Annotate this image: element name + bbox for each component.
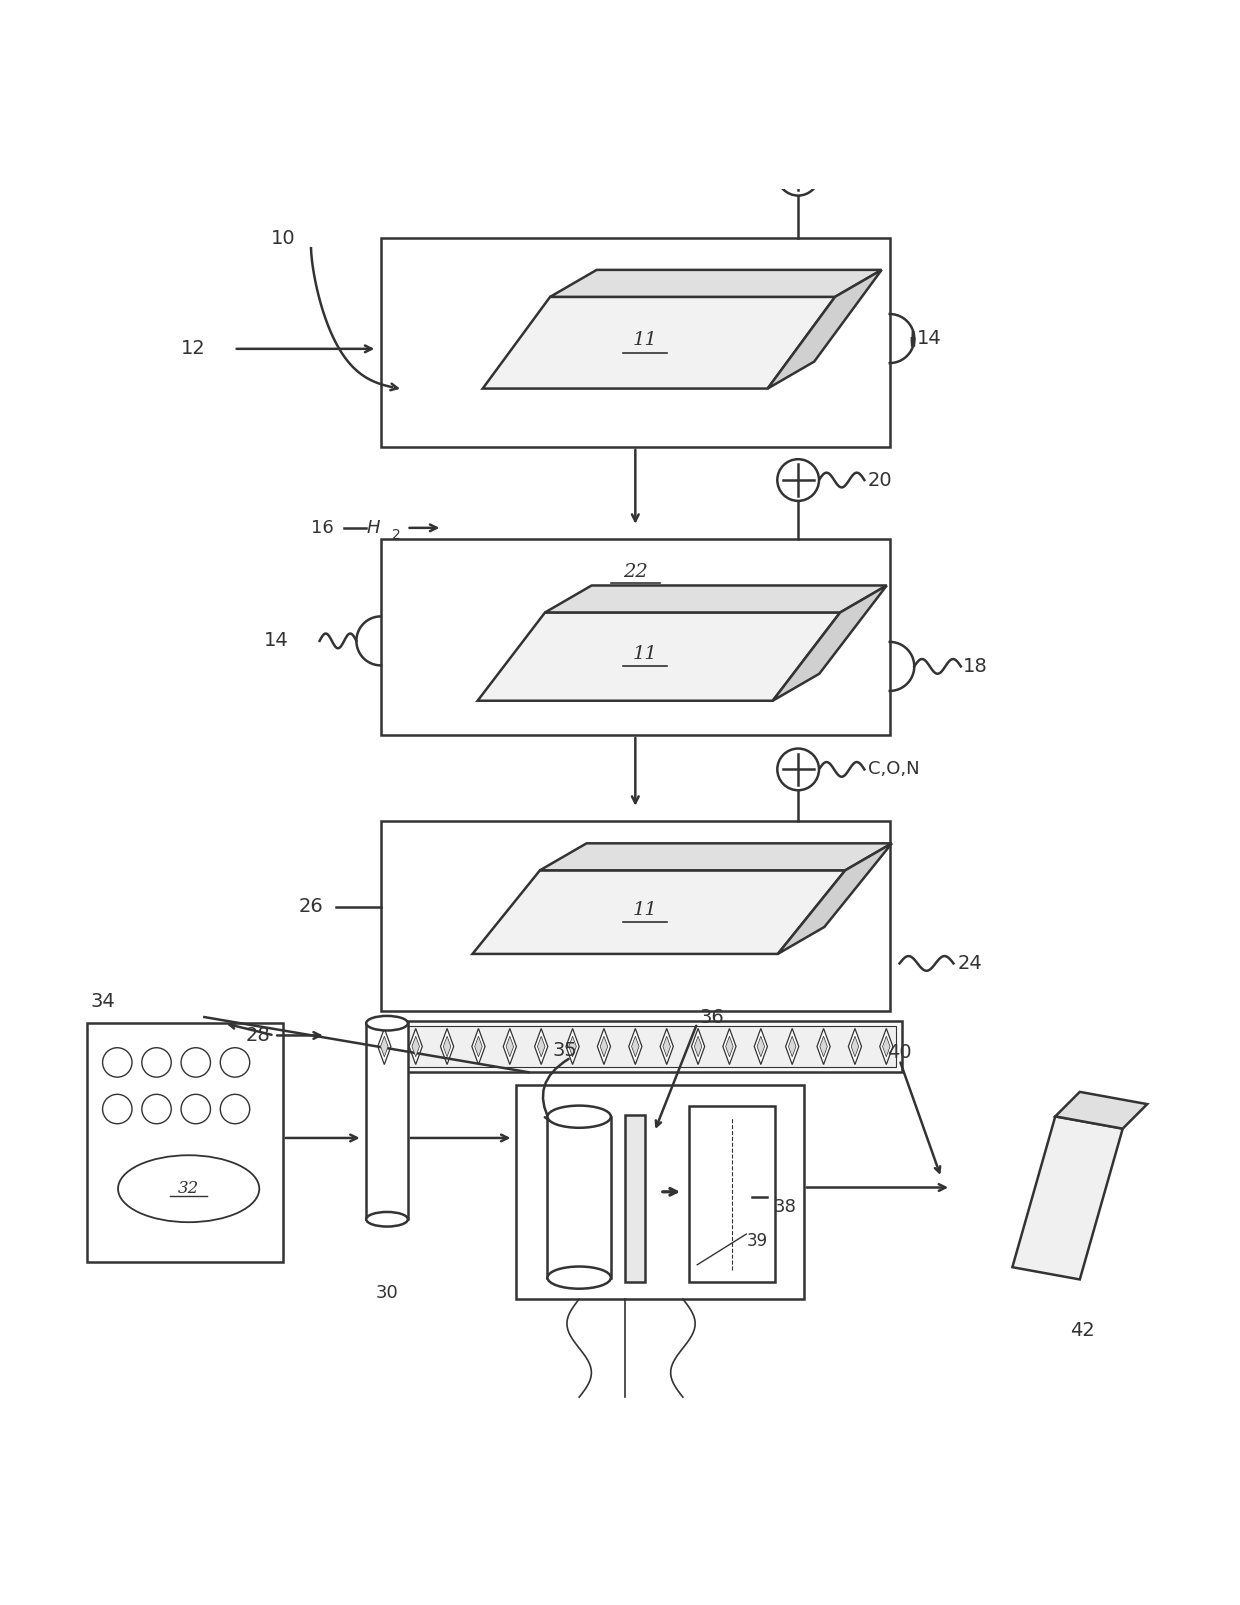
Polygon shape [503,1029,516,1064]
Polygon shape [412,1037,419,1056]
Circle shape [221,1095,249,1124]
Text: 11: 11 [632,331,657,350]
Polygon shape [539,843,892,870]
Polygon shape [444,1037,451,1056]
Bar [688,1106,775,1282]
Text: 22: 22 [622,563,647,581]
Text: 11: 11 [632,645,657,663]
Bar [87,1024,283,1262]
Polygon shape [663,1037,671,1056]
Text: 14: 14 [916,329,941,348]
Polygon shape [475,1037,482,1056]
Text: 2: 2 [392,528,401,542]
Text: 34: 34 [91,992,115,1011]
Ellipse shape [548,1266,611,1289]
Text: H: H [366,518,379,536]
Ellipse shape [548,1106,611,1128]
Polygon shape [565,1029,579,1064]
Text: 24: 24 [957,953,982,973]
Polygon shape [482,297,835,388]
Polygon shape [378,1029,391,1064]
Circle shape [777,154,818,196]
Polygon shape [506,1037,513,1056]
Bar [374,1026,895,1067]
Polygon shape [777,843,892,953]
Polygon shape [725,1037,733,1056]
Polygon shape [472,1029,485,1064]
Ellipse shape [366,1016,408,1030]
Text: 32: 32 [179,1180,200,1197]
Polygon shape [477,613,841,701]
Circle shape [777,459,818,501]
Text: 38: 38 [774,1197,796,1217]
Text: 26: 26 [299,897,324,916]
Polygon shape [660,1029,673,1064]
Polygon shape [537,1037,544,1056]
Text: 28: 28 [246,1026,270,1045]
Text: 18: 18 [963,656,988,676]
Polygon shape [723,1029,737,1064]
Bar [368,1021,901,1072]
Polygon shape [629,1029,642,1064]
Text: 14: 14 [264,631,289,650]
Text: 12: 12 [181,339,206,358]
Circle shape [103,1095,131,1124]
Text: 36: 36 [699,1008,724,1027]
Polygon shape [440,1029,454,1064]
Ellipse shape [366,1212,408,1226]
Circle shape [221,1048,249,1077]
Bar [381,820,890,1011]
Text: 20: 20 [868,470,893,490]
Text: 40: 40 [888,1043,911,1063]
Polygon shape [472,870,846,953]
Polygon shape [692,1029,704,1064]
Polygon shape [817,1029,830,1064]
Polygon shape [694,1037,702,1056]
Polygon shape [883,1037,890,1056]
Circle shape [777,748,818,790]
Polygon shape [879,1029,893,1064]
Text: 10: 10 [270,230,295,249]
Polygon shape [1055,1091,1147,1128]
Polygon shape [786,1029,799,1064]
Polygon shape [534,1029,548,1064]
Text: 11: 11 [632,900,657,918]
Text: 39: 39 [746,1233,768,1250]
Bar [625,1114,646,1282]
Bar [381,539,890,735]
Bar [381,239,890,446]
Text: 30: 30 [376,1284,398,1302]
Circle shape [141,1095,171,1124]
Polygon shape [600,1037,608,1056]
Polygon shape [381,1037,388,1056]
Circle shape [181,1095,211,1124]
Polygon shape [569,1037,577,1056]
Text: 16: 16 [311,518,334,536]
Bar [366,1024,408,1220]
Text: 42: 42 [1070,1321,1095,1340]
Bar [548,1117,611,1278]
Polygon shape [851,1037,859,1056]
Circle shape [103,1048,131,1077]
Text: 35: 35 [553,1040,578,1059]
Polygon shape [758,1037,765,1056]
Polygon shape [848,1029,862,1064]
Polygon shape [754,1029,768,1064]
Polygon shape [768,270,882,388]
Polygon shape [631,1037,639,1056]
Text: C,O,N: C,O,N [868,761,920,778]
Polygon shape [546,586,887,613]
Polygon shape [789,1037,796,1056]
Polygon shape [773,586,887,701]
Bar [516,1085,804,1298]
Polygon shape [820,1037,827,1056]
Circle shape [141,1048,171,1077]
Polygon shape [551,270,882,297]
Ellipse shape [118,1156,259,1221]
Polygon shape [598,1029,610,1064]
Polygon shape [409,1029,423,1064]
Polygon shape [1012,1117,1122,1279]
Circle shape [181,1048,211,1077]
